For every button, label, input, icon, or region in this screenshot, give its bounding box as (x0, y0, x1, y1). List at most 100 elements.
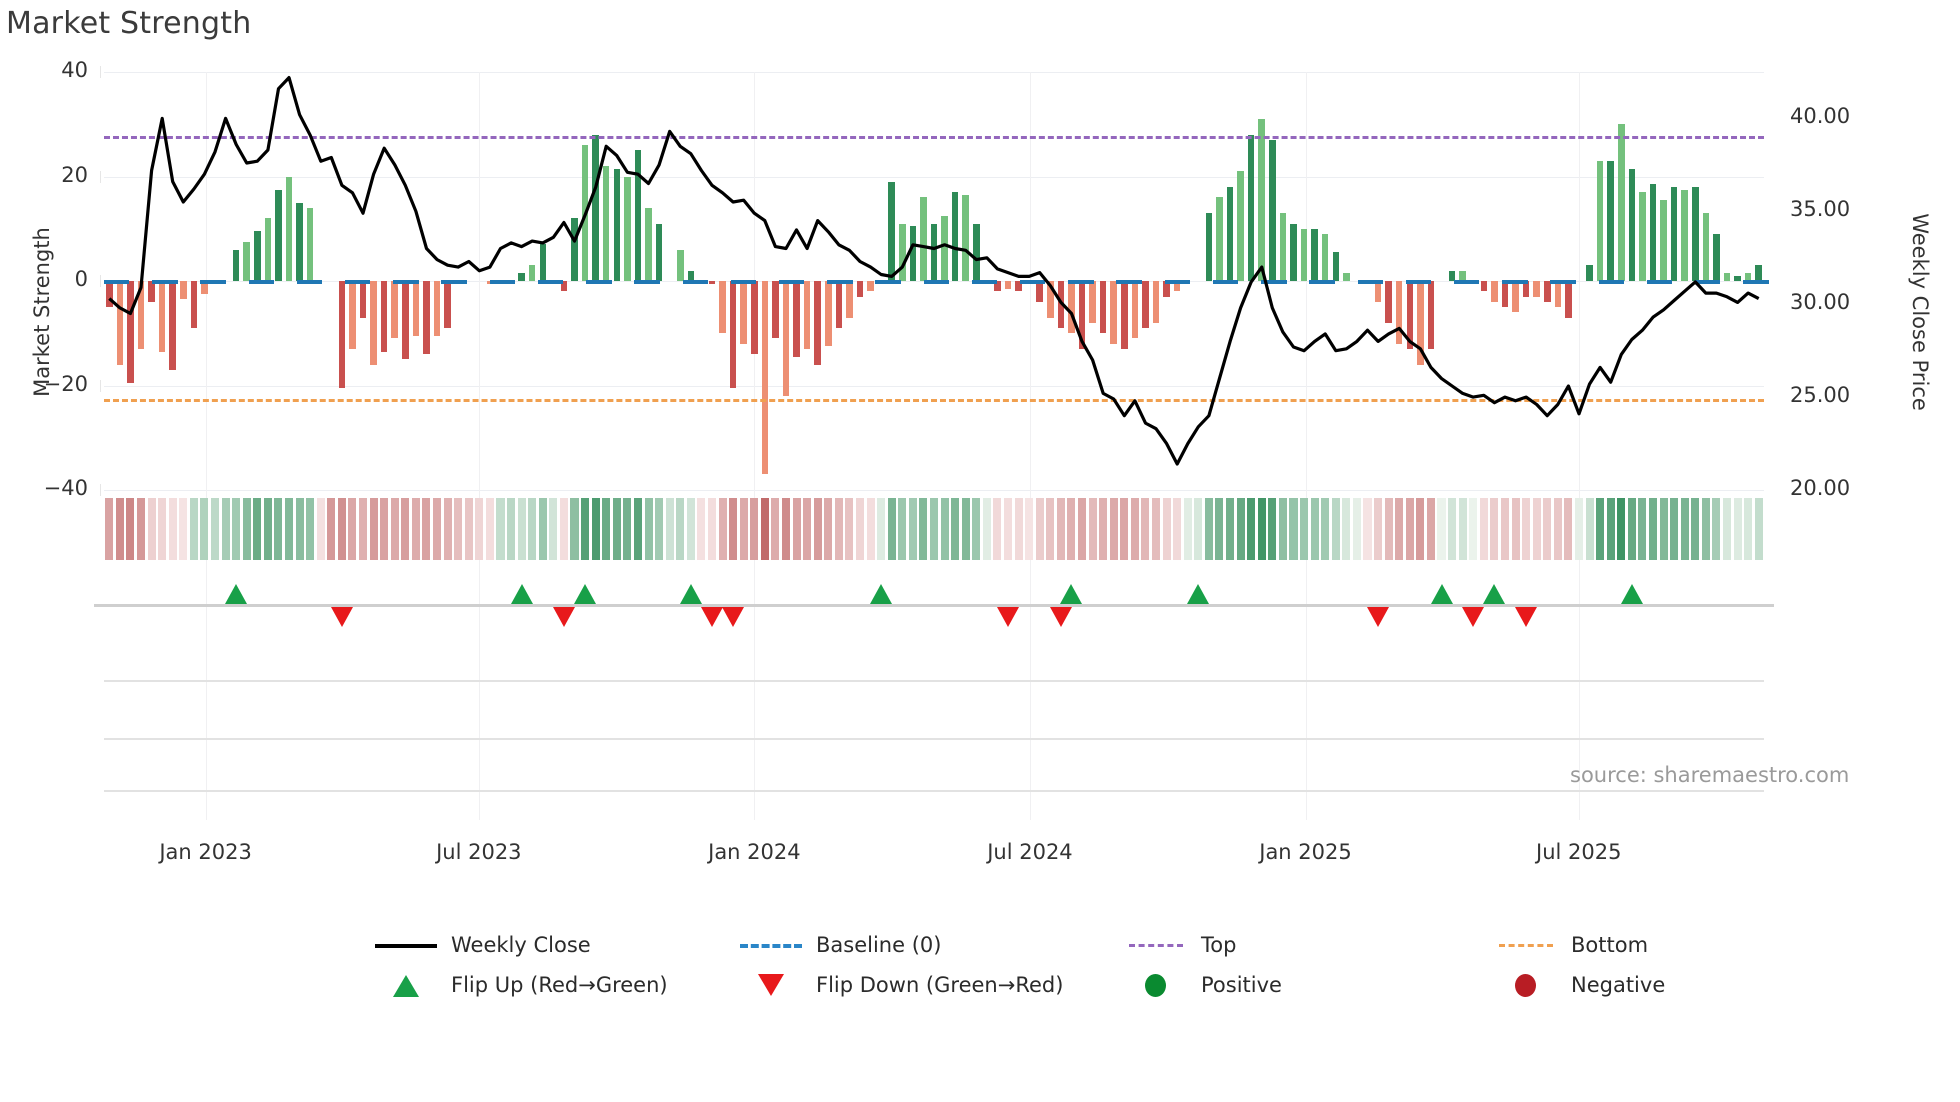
strength-bar[interactable] (1628, 168, 1636, 281)
strength-bar[interactable] (772, 281, 779, 339)
strength-bar[interactable] (920, 197, 927, 281)
strength-bar[interactable] (676, 249, 684, 281)
strength-bar[interactable] (370, 281, 377, 365)
legend-item[interactable]: Negative (1495, 965, 1665, 1005)
strength-bar[interactable] (835, 281, 843, 329)
strength-bar[interactable] (1660, 200, 1667, 281)
strength-bar[interactable] (1723, 273, 1731, 281)
strength-bar[interactable] (951, 192, 959, 281)
strength-bar[interactable] (994, 281, 1001, 292)
strength-bar[interactable] (137, 281, 145, 349)
strength-bar[interactable] (846, 281, 853, 318)
strength-bar[interactable] (1247, 134, 1255, 281)
strength-bar[interactable] (1131, 281, 1139, 339)
strength-bar[interactable] (285, 176, 293, 281)
strength-bar[interactable] (793, 281, 800, 357)
strength-bar[interactable] (592, 134, 599, 281)
strength-bar[interactable] (645, 207, 652, 281)
strength-bar[interactable] (1617, 124, 1625, 281)
strength-bar[interactable] (1565, 281, 1572, 318)
strength-bar[interactable] (782, 281, 790, 396)
strength-bar[interactable] (148, 281, 155, 302)
strength-bar[interactable] (1216, 197, 1223, 281)
strength-bar[interactable] (824, 281, 832, 347)
strength-bar[interactable] (962, 194, 969, 281)
strength-bar[interactable] (1036, 281, 1043, 302)
strength-bar[interactable] (1734, 275, 1741, 281)
strength-bar[interactable] (169, 281, 176, 370)
market-strength-plot[interactable] (104, 72, 1769, 820)
strength-bar[interactable] (1047, 281, 1054, 318)
strength-bar[interactable] (941, 215, 948, 281)
strength-bar[interactable] (158, 281, 166, 352)
strength-bar[interactable] (254, 231, 261, 281)
strength-bar[interactable] (539, 244, 547, 281)
strength-bar[interactable] (1321, 233, 1329, 281)
strength-bar[interactable] (1586, 265, 1593, 281)
strength-bar[interactable] (402, 281, 409, 360)
strength-bar[interactable] (1004, 281, 1012, 289)
strength-bar[interactable] (1607, 160, 1614, 281)
strength-bar[interactable] (1681, 189, 1688, 281)
strength-bar[interactable] (518, 273, 525, 281)
strength-bar[interactable] (1554, 281, 1562, 308)
strength-bar[interactable] (391, 281, 399, 339)
strength-bar[interactable] (613, 168, 621, 281)
strength-bar[interactable] (1290, 223, 1297, 281)
strength-bar[interactable] (1142, 281, 1149, 329)
strength-bar[interactable] (180, 281, 187, 300)
strength-bar[interactable] (264, 218, 272, 281)
strength-bar[interactable] (1121, 281, 1128, 349)
strength-bar[interactable] (814, 281, 821, 365)
strength-bar[interactable] (1332, 252, 1340, 281)
strength-bar[interactable] (1343, 273, 1350, 281)
strength-bar[interactable] (719, 281, 726, 334)
strength-bar[interactable] (412, 281, 420, 336)
strength-bar[interactable] (655, 223, 663, 281)
strength-bar[interactable] (359, 281, 367, 318)
strength-bar[interactable] (909, 226, 917, 281)
strength-bar[interactable] (1406, 281, 1414, 349)
strength-bar[interactable] (433, 281, 441, 336)
legend-item[interactable]: Flip Up (Red→Green) (375, 965, 668, 1005)
strength-bar[interactable] (528, 265, 536, 281)
strength-bar[interactable] (1702, 213, 1710, 281)
strength-bar[interactable] (380, 281, 388, 352)
strength-bar[interactable] (190, 281, 198, 329)
strength-bar[interactable] (1713, 233, 1720, 281)
strength-bar[interactable] (1089, 281, 1096, 323)
strength-bar[interactable] (1099, 281, 1107, 334)
strength-bar[interactable] (116, 281, 124, 365)
strength-bar[interactable] (306, 207, 314, 281)
strength-bar[interactable] (803, 281, 811, 349)
strength-bar[interactable] (338, 281, 346, 389)
strength-bar[interactable] (1311, 228, 1318, 281)
strength-bar[interactable] (1459, 270, 1466, 281)
strength-bar[interactable] (1374, 281, 1382, 302)
strength-bar[interactable] (1533, 281, 1540, 297)
strength-bar[interactable] (973, 223, 980, 281)
strength-bar[interactable] (1501, 281, 1509, 308)
strength-bar[interactable] (1068, 281, 1075, 334)
strength-bar[interactable] (1744, 273, 1752, 281)
strength-bar[interactable] (243, 241, 250, 281)
strength-bar[interactable] (856, 281, 864, 297)
legend-item[interactable]: Flip Down (Green→Red) (740, 965, 1063, 1005)
strength-bar[interactable] (1152, 281, 1160, 323)
strength-bar[interactable] (1448, 270, 1456, 281)
strength-bar[interactable] (761, 281, 769, 475)
strength-bar[interactable] (1755, 265, 1762, 281)
strength-bar[interactable] (888, 181, 895, 281)
strength-bar[interactable] (201, 281, 208, 295)
strength-bar[interactable] (1237, 171, 1244, 281)
strength-bar[interactable] (1173, 281, 1181, 292)
strength-bar[interactable] (1015, 281, 1022, 292)
legend-item[interactable]: Top (1125, 925, 1236, 965)
strength-bar[interactable] (1385, 281, 1392, 323)
strength-bar[interactable] (349, 281, 356, 349)
strength-bar[interactable] (560, 281, 568, 292)
strength-bar[interactable] (1110, 281, 1117, 344)
legend-item[interactable]: Bottom (1495, 925, 1648, 965)
strength-bar[interactable] (1163, 281, 1170, 297)
strength-bar[interactable] (729, 281, 737, 389)
